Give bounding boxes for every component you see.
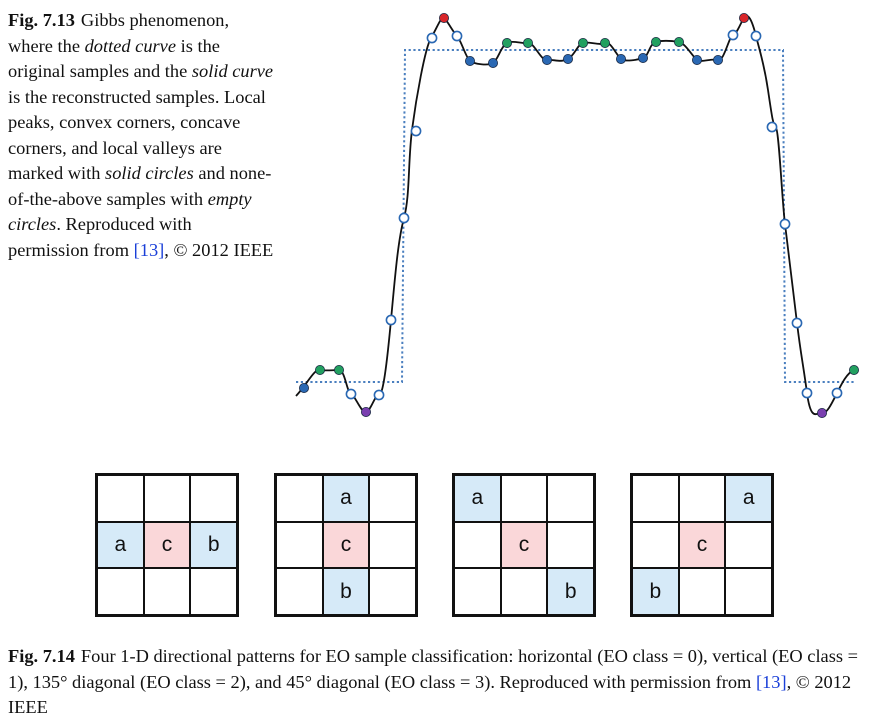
sample-point-empty: [766, 121, 778, 133]
fig-7-13-label: Fig. 7.13: [8, 10, 75, 30]
reconstructed-samples-solid-curve: [295, 15, 855, 416]
pattern-cell-c: c: [322, 521, 370, 569]
sample-point-convex: [522, 37, 533, 48]
sample-point-empty: [426, 32, 438, 44]
pattern-cell-empty: [97, 568, 144, 615]
pattern-cell-c: c: [500, 521, 548, 569]
sample-point-empty: [791, 317, 803, 329]
pattern-cell-a: a: [322, 475, 370, 522]
pattern-cell-empty: [678, 568, 726, 615]
pattern-cell-empty: [678, 475, 726, 522]
pattern-cell-empty: [547, 475, 594, 522]
sample-point-concave: [298, 382, 309, 393]
pattern-cell-b: b: [547, 568, 594, 615]
sample-point-convex: [673, 36, 684, 47]
pattern-cell-c: c: [678, 521, 726, 569]
pattern-cell-empty: [632, 521, 679, 569]
sample-point-empty: [410, 125, 422, 137]
sample-point-convex: [577, 37, 588, 48]
caption-part: Gibbs phenomenon, where the: [8, 10, 230, 56]
sample-point-convex: [314, 364, 325, 375]
sample-point-convex: [334, 364, 345, 375]
pattern-cell-empty: [143, 568, 191, 615]
sample-point-empty: [727, 29, 739, 41]
pattern-cell-empty: [276, 568, 323, 615]
pattern-cell-b: b: [632, 568, 679, 615]
sample-point-peak: [438, 13, 449, 23]
sample-point-empty: [801, 387, 813, 399]
pattern-cell-empty: [190, 568, 237, 615]
caption-part: is the reconstructed samples. Local peak…: [8, 86, 266, 184]
sample-point-concave: [464, 56, 475, 67]
pattern-cell-a: a: [725, 475, 772, 522]
sample-point-convex: [650, 36, 661, 47]
fig-7-13-caption: Fig. 7.13 Gibbs phenomenon, where the dot…: [8, 8, 276, 263]
caption-tail: , © 2012 IEEE: [164, 239, 274, 260]
pattern-cell-a: a: [454, 475, 501, 522]
reference-link[interactable]: [13]: [755, 671, 787, 692]
pattern-cell-empty: [369, 521, 416, 569]
sample-point-empty: [831, 387, 843, 399]
pattern-cell-empty: [97, 475, 144, 522]
sample-point-empty: [373, 389, 385, 401]
pattern-cell-empty: [276, 475, 323, 522]
pattern-cell-empty: [143, 475, 191, 522]
gibbs-phenomenon-plot: [295, 13, 860, 418]
sample-point-concave: [712, 55, 723, 66]
fig-7-14-caption: Fig. 7.14 Four 1-D directional patterns f…: [8, 644, 863, 721]
pattern-cell-b: b: [190, 521, 237, 569]
reference-link[interactable]: [13]: [133, 239, 165, 260]
caption-part-emphasis: empty circles: [8, 188, 252, 235]
pattern-cell-empty: [500, 475, 548, 522]
pattern-cell-empty: [725, 568, 772, 615]
sample-point-empty: [385, 314, 397, 326]
sample-point-convex: [849, 364, 860, 375]
sample-point-concave: [487, 58, 498, 69]
sample-point-valley: [817, 407, 828, 418]
pattern-cell-c: c: [143, 521, 191, 569]
caption-part-emphasis: solid curve: [191, 61, 274, 81]
pattern-cell-b: b: [322, 568, 370, 615]
pattern-cell-empty: [369, 568, 416, 615]
pattern-cell-empty: [632, 475, 679, 522]
sample-point-convex: [599, 37, 610, 48]
sample-point-valley: [361, 406, 372, 417]
pattern-cell-empty: [276, 521, 323, 569]
sample-point-concave: [691, 55, 702, 66]
pattern-cell-empty: [500, 568, 548, 615]
caption-part-emphasis: dotted curve: [84, 35, 176, 56]
sample-point-empty: [345, 388, 357, 400]
pattern-cell-a: a: [97, 521, 144, 569]
pattern-cell-empty: [547, 521, 594, 569]
pattern-cell-empty: [454, 568, 501, 615]
fig-7-14-label: Fig. 7.14: [8, 646, 75, 666]
caption-text: Four 1-D directional patterns for EO sam…: [8, 646, 858, 692]
caption-part: . Reproduced with permission from: [8, 214, 192, 260]
pattern-cell-empty: [369, 475, 416, 522]
sample-point-concave: [562, 54, 573, 65]
sample-point-concave: [637, 53, 648, 64]
sample-points: [298, 13, 860, 418]
sample-point-concave: [541, 55, 552, 66]
sample-point-concave: [615, 54, 626, 65]
caption-part-emphasis: solid circles: [105, 163, 194, 183]
sample-point-empty: [750, 30, 762, 42]
pattern-cell-empty: [190, 475, 237, 522]
pattern-cell-empty: [454, 521, 501, 569]
sample-point-peak: [738, 13, 749, 23]
caption-part: is the original samples and the: [8, 35, 220, 82]
caption-tail: , © 2012 IEEE: [8, 671, 852, 718]
caption-part: and none-of-the-above samples with: [8, 163, 272, 209]
pattern-cell-empty: [725, 521, 772, 569]
sample-point-empty: [398, 212, 410, 224]
sample-point-convex: [501, 37, 512, 48]
sample-point-empty: [451, 30, 463, 42]
sample-point-empty: [779, 218, 791, 230]
